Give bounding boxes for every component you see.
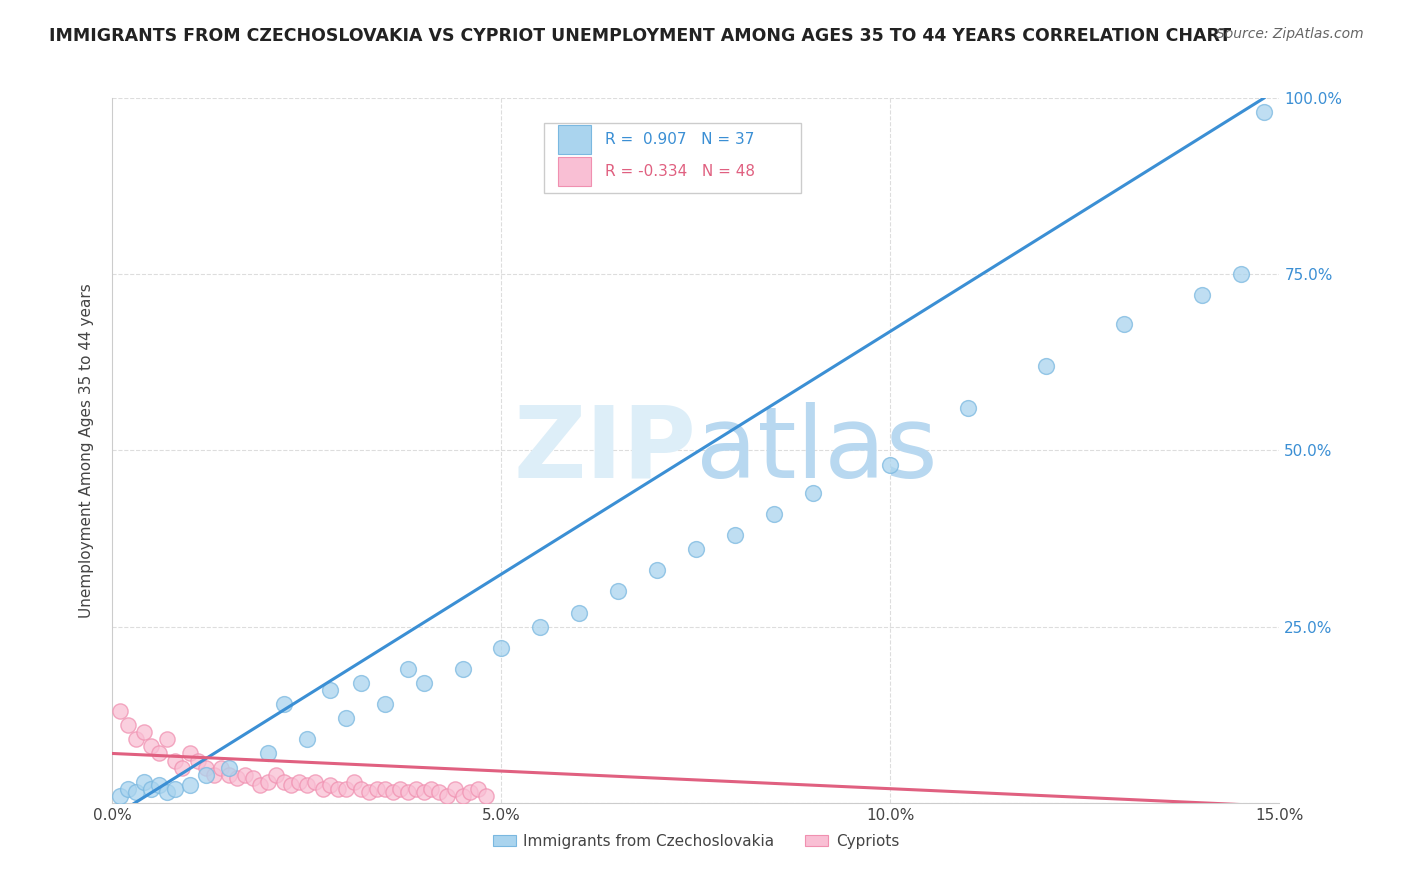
Point [568, 606, 591, 620]
Point [172, 760, 194, 774]
Point [1112, 317, 1135, 331]
Point [280, 778, 302, 792]
Point [141, 739, 163, 754]
Text: atlas: atlas [696, 402, 938, 499]
Point [218, 760, 240, 774]
Point [335, 781, 357, 796]
Point [396, 785, 419, 799]
Point [724, 528, 747, 542]
Point [257, 774, 280, 789]
Point [156, 785, 179, 799]
Legend: Immigrants from Czechoslovakia, Cypriots: Immigrants from Czechoslovakia, Cypriots [486, 828, 905, 855]
Point [233, 767, 256, 781]
Point [467, 781, 489, 796]
Point [443, 781, 465, 796]
Point [1253, 105, 1275, 120]
Point [187, 754, 209, 768]
Point [110, 704, 132, 718]
Point [1191, 288, 1213, 302]
Point [381, 785, 404, 799]
Point [125, 732, 148, 747]
Point [209, 760, 232, 774]
Point [396, 662, 419, 676]
Point [957, 401, 980, 416]
Point [117, 718, 139, 732]
Y-axis label: Unemployment Among Ages 35 to 44 years: Unemployment Among Ages 35 to 44 years [79, 283, 94, 618]
Text: R =  0.907   N = 37: R = 0.907 N = 37 [605, 132, 755, 147]
Point [148, 778, 170, 792]
Point [304, 774, 326, 789]
Point [451, 662, 474, 676]
Point [249, 778, 271, 792]
Point [226, 771, 249, 785]
Point [148, 747, 170, 761]
Bar [558, 157, 591, 186]
Point [350, 676, 373, 690]
Point [163, 754, 186, 768]
Point [326, 781, 349, 796]
Point [350, 781, 373, 796]
Point [685, 542, 707, 557]
Point [1229, 268, 1251, 282]
Point [762, 507, 785, 521]
Point [374, 781, 396, 796]
Point [1035, 359, 1057, 373]
Point [132, 725, 155, 739]
Point [451, 789, 474, 803]
Point [645, 563, 668, 577]
Point [295, 778, 318, 792]
Point [335, 711, 357, 725]
Point [343, 774, 366, 789]
Point [529, 619, 551, 633]
Bar [558, 125, 591, 154]
Point [288, 774, 311, 789]
Point [412, 676, 434, 690]
Point [110, 789, 132, 803]
Point [141, 781, 163, 796]
Point [202, 767, 225, 781]
Point [163, 781, 186, 796]
Point [879, 458, 901, 472]
Point [273, 774, 295, 789]
Point [117, 781, 139, 796]
Point [319, 778, 342, 792]
Point [491, 640, 513, 655]
Point [460, 785, 482, 799]
Point [295, 732, 318, 747]
Point [257, 747, 280, 761]
Point [179, 747, 201, 761]
FancyBboxPatch shape [544, 123, 801, 194]
Point [179, 778, 201, 792]
Point [264, 767, 287, 781]
Point [359, 785, 381, 799]
Point [366, 781, 388, 796]
Point [125, 785, 148, 799]
Point [311, 781, 333, 796]
Text: Source: ZipAtlas.com: Source: ZipAtlas.com [1216, 27, 1364, 41]
Point [319, 683, 342, 698]
Point [194, 760, 217, 774]
Point [273, 697, 295, 711]
Point [405, 781, 427, 796]
Point [607, 584, 630, 599]
Point [242, 771, 264, 785]
Point [436, 789, 458, 803]
Point [374, 697, 396, 711]
Point [475, 789, 498, 803]
Point [801, 485, 824, 500]
Text: R = -0.334   N = 48: R = -0.334 N = 48 [605, 164, 755, 179]
Point [427, 785, 450, 799]
Point [420, 781, 443, 796]
Point [132, 774, 155, 789]
Point [194, 767, 217, 781]
Point [412, 785, 434, 799]
Point [218, 767, 240, 781]
Point [389, 781, 412, 796]
Point [156, 732, 179, 747]
Text: IMMIGRANTS FROM CZECHOSLOVAKIA VS CYPRIOT UNEMPLOYMENT AMONG AGES 35 TO 44 YEARS: IMMIGRANTS FROM CZECHOSLOVAKIA VS CYPRIO… [49, 27, 1232, 45]
Text: ZIP: ZIP [513, 402, 696, 499]
